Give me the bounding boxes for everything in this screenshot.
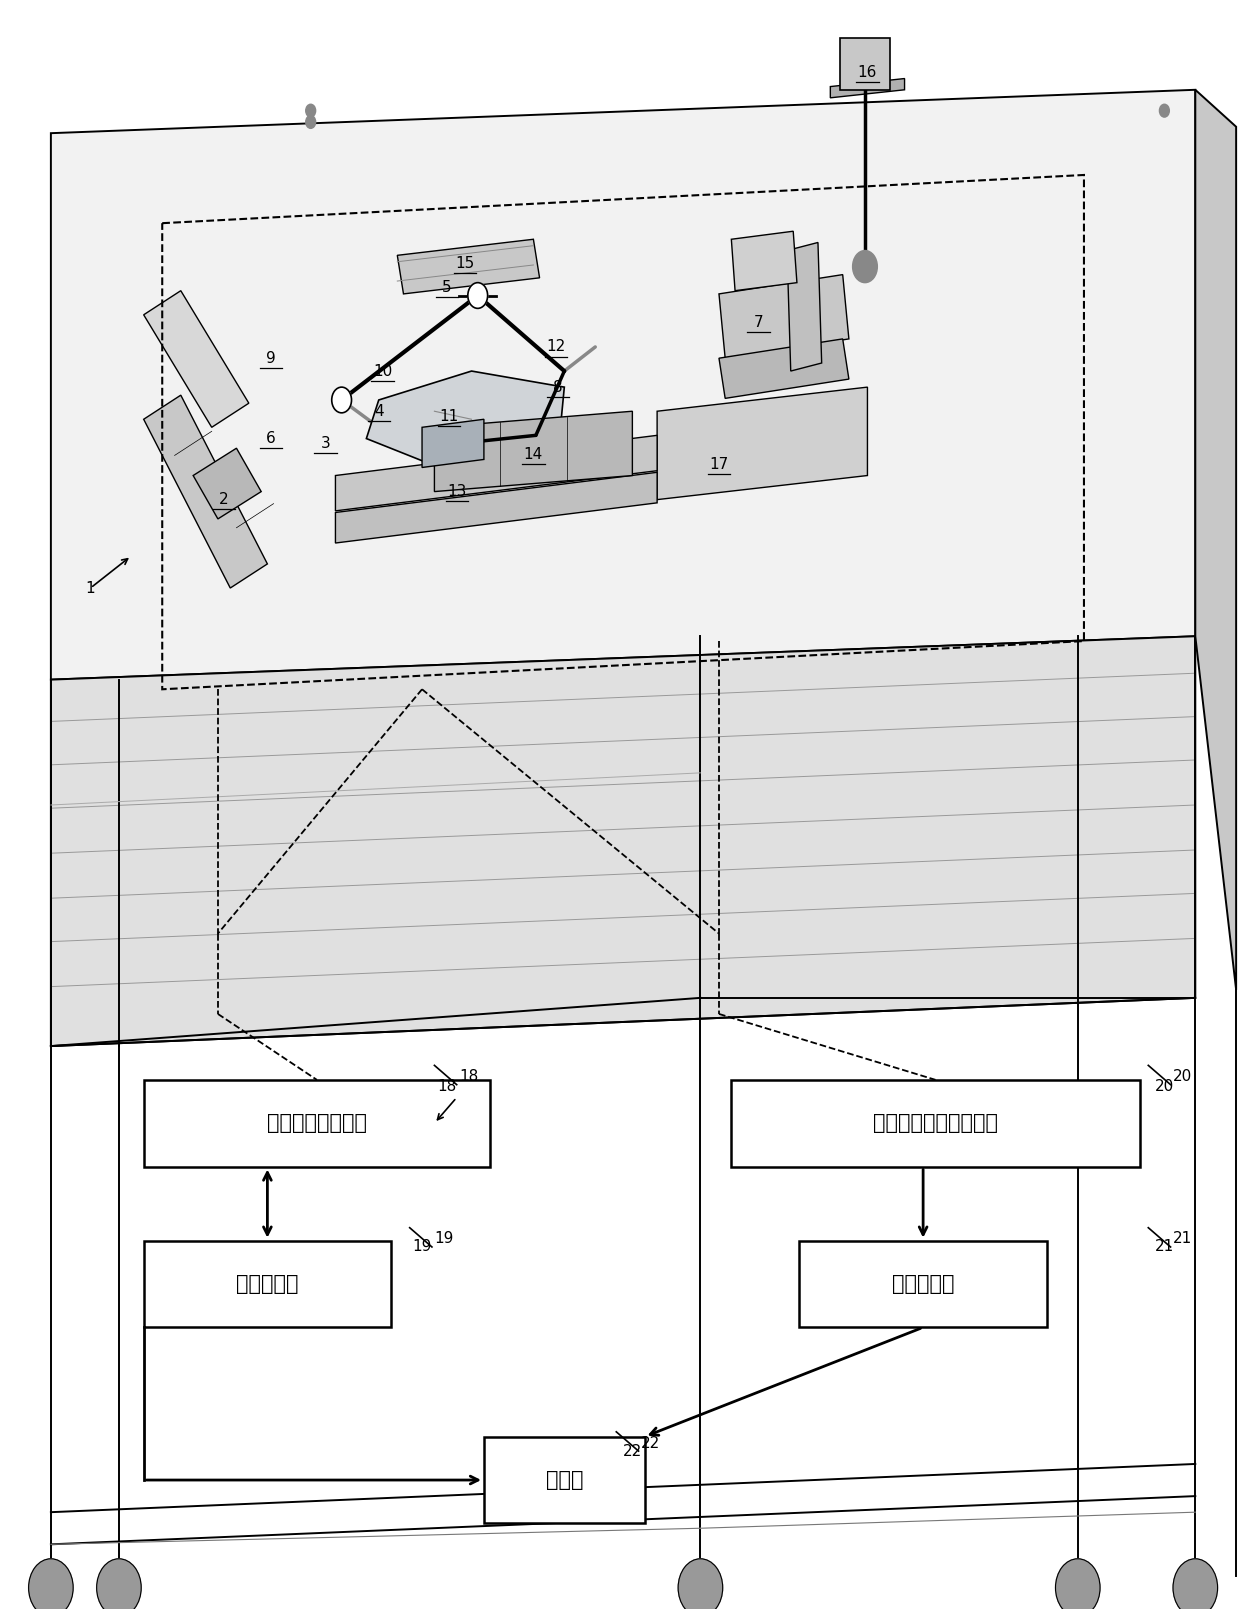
Polygon shape [657, 386, 868, 499]
Polygon shape [144, 394, 268, 588]
Text: 11: 11 [440, 409, 459, 423]
Text: 21: 21 [1154, 1240, 1174, 1254]
Text: 18: 18 [438, 1079, 456, 1093]
Circle shape [853, 251, 878, 283]
Text: 22: 22 [622, 1444, 642, 1459]
Polygon shape [51, 90, 1195, 679]
Circle shape [467, 283, 487, 309]
Polygon shape [422, 419, 484, 467]
Text: 21: 21 [1173, 1232, 1193, 1246]
Text: 19: 19 [413, 1240, 432, 1254]
Text: 17: 17 [709, 457, 729, 472]
Text: 14: 14 [523, 448, 543, 462]
Polygon shape [193, 448, 262, 518]
Text: 运动控制卡: 运动控制卡 [236, 1274, 299, 1294]
Bar [841, 39, 890, 90]
Bar [800, 1241, 1047, 1327]
Polygon shape [336, 435, 657, 510]
Polygon shape [144, 291, 249, 427]
Circle shape [97, 1558, 141, 1610]
Polygon shape [1195, 90, 1236, 990]
Text: 20: 20 [1154, 1079, 1174, 1093]
Text: 15: 15 [456, 256, 475, 270]
Circle shape [29, 1558, 73, 1610]
Bar [144, 1080, 490, 1167]
Circle shape [1173, 1558, 1218, 1610]
Polygon shape [366, 370, 564, 475]
Text: 4: 4 [374, 404, 383, 419]
Bar [144, 1241, 391, 1327]
Circle shape [306, 116, 316, 129]
Text: 5: 5 [441, 280, 451, 295]
Text: 直线电机伺服单元: 直线电机伺服单元 [267, 1113, 367, 1133]
Text: 2: 2 [219, 493, 229, 507]
Text: 19: 19 [434, 1232, 454, 1246]
Circle shape [332, 386, 351, 412]
Polygon shape [831, 79, 904, 98]
Text: 9: 9 [267, 351, 277, 365]
Circle shape [678, 1558, 723, 1610]
Polygon shape [336, 472, 657, 543]
Text: 13: 13 [446, 485, 466, 499]
Text: 18: 18 [459, 1069, 479, 1084]
Text: 16: 16 [858, 64, 877, 79]
Text: 数据采集卡: 数据采集卡 [892, 1274, 955, 1294]
Polygon shape [434, 411, 632, 491]
Text: 12: 12 [546, 340, 565, 354]
Bar [484, 1436, 645, 1523]
Polygon shape [787, 243, 822, 370]
Text: 1: 1 [86, 581, 95, 596]
Polygon shape [719, 275, 849, 357]
Text: 激光位移传感器控制器: 激光位移传感器控制器 [873, 1113, 998, 1133]
Text: 10: 10 [373, 364, 392, 378]
Bar [732, 1080, 1140, 1167]
Text: 计算机: 计算机 [546, 1470, 583, 1489]
Text: 20: 20 [1173, 1069, 1193, 1084]
Text: 7: 7 [754, 316, 764, 330]
Circle shape [1055, 1558, 1100, 1610]
Polygon shape [719, 340, 849, 398]
Polygon shape [397, 240, 539, 295]
Circle shape [1159, 105, 1169, 118]
Polygon shape [51, 636, 1195, 1046]
Text: 22: 22 [641, 1436, 660, 1451]
Text: 6: 6 [267, 431, 277, 446]
Circle shape [306, 105, 316, 118]
Text: 8: 8 [553, 380, 563, 394]
Polygon shape [732, 232, 797, 291]
Text: 3: 3 [321, 436, 330, 451]
